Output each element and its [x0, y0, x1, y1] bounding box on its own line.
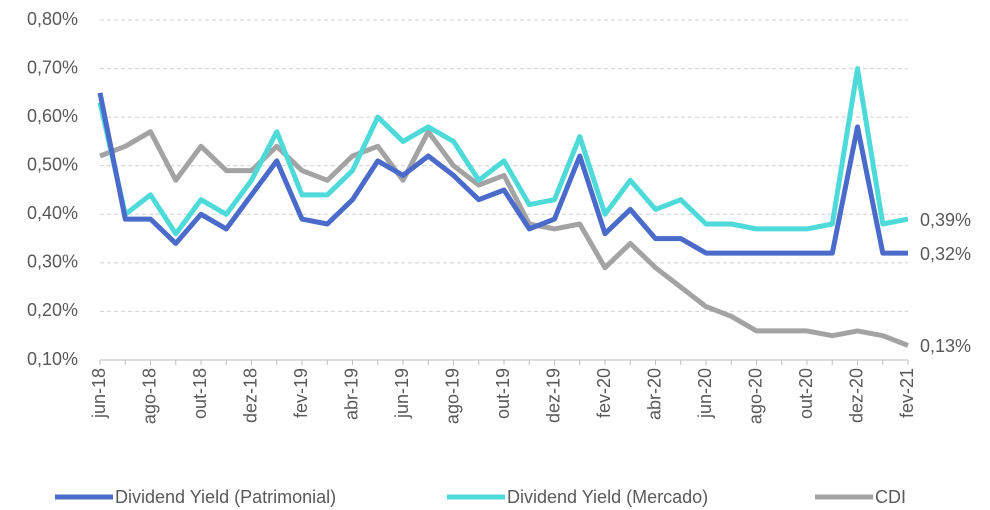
- x-tick-label: dez-19: [543, 368, 563, 423]
- x-tick-label: fev-21: [897, 368, 917, 418]
- y-tick-label: 0,50%: [27, 154, 78, 174]
- value-label: 0,13%: [920, 336, 971, 356]
- y-tick-label: 0,30%: [27, 252, 78, 272]
- value-label: 0,32%: [920, 244, 971, 264]
- value-label: 0,39%: [920, 210, 971, 230]
- x-tick-label: out-19: [493, 368, 513, 419]
- x-tick-label: jun-18: [89, 368, 109, 419]
- y-tick-label: 0,10%: [27, 349, 78, 369]
- x-tick-label: jun-19: [392, 368, 412, 419]
- y-tick-label: 0,20%: [27, 300, 78, 320]
- series-line: [97, 66, 909, 237]
- series-line: [99, 129, 909, 348]
- x-tick-label: fev-19: [291, 368, 311, 418]
- series-line: [97, 92, 908, 256]
- x-tick-label: ago-19: [442, 368, 462, 424]
- x-tick-label: out-18: [190, 368, 210, 419]
- x-tick-label: abr-20: [644, 368, 664, 420]
- legend-label: CDI: [875, 487, 906, 507]
- legend-label: Dividend Yield (Mercado): [507, 487, 708, 507]
- x-tick-label: dez-20: [846, 368, 866, 423]
- x-tick-label: abr-19: [341, 368, 361, 420]
- legend-label: Dividend Yield (Patrimonial): [115, 487, 336, 507]
- x-tick-label: dez-18: [240, 368, 260, 423]
- y-tick-label: 0,80%: [27, 9, 78, 29]
- y-tick-label: 0,40%: [27, 203, 78, 223]
- y-tick-label: 0,60%: [27, 106, 78, 126]
- x-tick-label: ago-20: [745, 368, 765, 424]
- x-tick-label: fev-20: [594, 368, 614, 418]
- y-tick-label: 0,70%: [27, 57, 78, 77]
- x-tick-label: ago-18: [139, 368, 159, 424]
- x-tick-label: jun-20: [695, 368, 715, 419]
- x-tick-label: out-20: [796, 368, 816, 419]
